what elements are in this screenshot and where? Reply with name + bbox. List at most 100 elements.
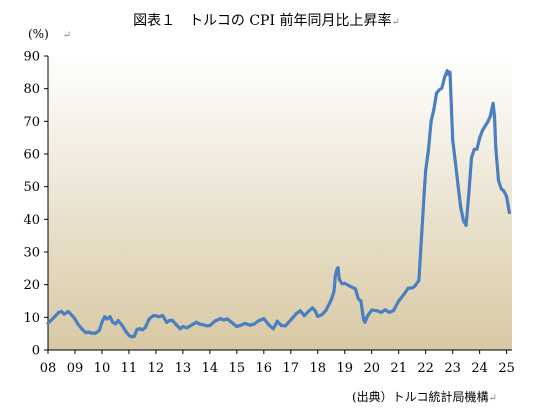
- data-point: [113, 322, 118, 326]
- data-point: [379, 310, 383, 315]
- x-tick-label: 21: [390, 361, 407, 376]
- data-point: [229, 320, 234, 324]
- y-tick-label: 0: [32, 344, 40, 359]
- data-point: [213, 319, 217, 323]
- data-point: [391, 309, 395, 313]
- data-point: [289, 318, 293, 322]
- data-point: [275, 319, 279, 323]
- data-point: [262, 317, 266, 321]
- data-point: [86, 330, 91, 334]
- data-point: [80, 327, 84, 331]
- y-ticks: 0 10 20 30 40 50 60 70 80 90: [23, 50, 48, 359]
- data-point: [437, 88, 441, 92]
- source-text: (出典）トルコ統計局機構: [352, 390, 489, 404]
- data-point: [208, 323, 212, 328]
- y-tick-label: 70: [23, 115, 40, 130]
- data-point: [116, 319, 120, 323]
- data-point: [147, 317, 151, 321]
- data-point: [70, 314, 74, 318]
- data-point: [362, 318, 366, 322]
- data-point: [194, 320, 198, 324]
- data-point: [185, 326, 189, 330]
- return-mark: ↵: [62, 30, 72, 41]
- data-point: [306, 309, 310, 314]
- data-point: [502, 189, 506, 193]
- y-tick-label: 20: [23, 278, 40, 293]
- x-tick-label: 22: [417, 361, 434, 376]
- data-point: [356, 297, 360, 301]
- data-point: [402, 292, 406, 296]
- y-tick-label: 30: [23, 246, 40, 261]
- y-unit-text: (%): [28, 27, 49, 41]
- data-point: [135, 327, 139, 332]
- data-point: [279, 323, 283, 328]
- data-point: [445, 69, 449, 73]
- data-point: [320, 313, 324, 317]
- chart-title: 図表１ トルコの CPI 前年同月比上昇率↵: [0, 10, 533, 30]
- data-point: [140, 328, 145, 332]
- data-point: [46, 321, 50, 325]
- data-point: [348, 284, 352, 288]
- data-point: [464, 223, 468, 227]
- data-point: [201, 323, 205, 327]
- data-point: [84, 331, 88, 335]
- x-tick-label: 09: [67, 361, 84, 376]
- data-point: [103, 315, 107, 319]
- data-point: [475, 147, 479, 151]
- data-point: [494, 146, 498, 150]
- data-point: [154, 314, 158, 318]
- data-point: [410, 286, 414, 290]
- return-mark: ↵: [488, 393, 497, 404]
- data-point: [424, 168, 428, 172]
- data-point: [283, 324, 287, 328]
- data-point: [97, 328, 101, 332]
- data-point: [480, 129, 484, 133]
- data-point: [333, 274, 337, 279]
- data-point: [337, 277, 341, 282]
- data-point: [100, 320, 104, 324]
- data-point: [219, 317, 223, 321]
- data-point: [313, 309, 317, 313]
- data-point: [448, 70, 452, 74]
- data-point: [205, 324, 209, 328]
- x-tick-label: 08: [40, 361, 57, 376]
- x-tick-label: 11: [121, 361, 138, 376]
- data-point: [174, 322, 178, 327]
- data-point: [66, 309, 70, 314]
- data-point: [178, 327, 182, 331]
- data-point: [105, 317, 109, 321]
- data-point: [406, 286, 410, 290]
- data-point: [302, 314, 306, 318]
- data-point: [138, 327, 142, 331]
- data-point: [62, 312, 66, 316]
- x-tick-label: 25: [498, 361, 515, 376]
- data-point: [459, 205, 463, 209]
- data-point: [429, 119, 433, 123]
- data-point: [432, 108, 436, 112]
- x-tick-label: 16: [256, 361, 273, 376]
- data-point: [294, 312, 298, 316]
- return-mark: ↵: [391, 17, 400, 28]
- data-point: [340, 282, 344, 286]
- x-tick-label: 19: [336, 361, 353, 376]
- data-point: [243, 321, 247, 326]
- data-point: [189, 323, 193, 328]
- x-tick-label: 10: [94, 361, 111, 376]
- data-point: [151, 314, 155, 318]
- data-point: [93, 331, 97, 335]
- data-point: [124, 330, 128, 334]
- data-point: [132, 334, 136, 338]
- data-point: [130, 335, 134, 339]
- x-tick-label: 12: [148, 361, 165, 376]
- data-point: [167, 319, 171, 323]
- y-tick-label: 90: [23, 50, 40, 65]
- x-tick-label: 15: [229, 361, 246, 376]
- data-point: [59, 309, 64, 314]
- data-point: [472, 147, 476, 152]
- source-note: (出典）トルコ統計局機構↵: [352, 388, 497, 405]
- data-point: [271, 327, 275, 331]
- x-tick-label: 18: [309, 361, 326, 376]
- data-point: [127, 333, 131, 337]
- data-point: [221, 318, 225, 322]
